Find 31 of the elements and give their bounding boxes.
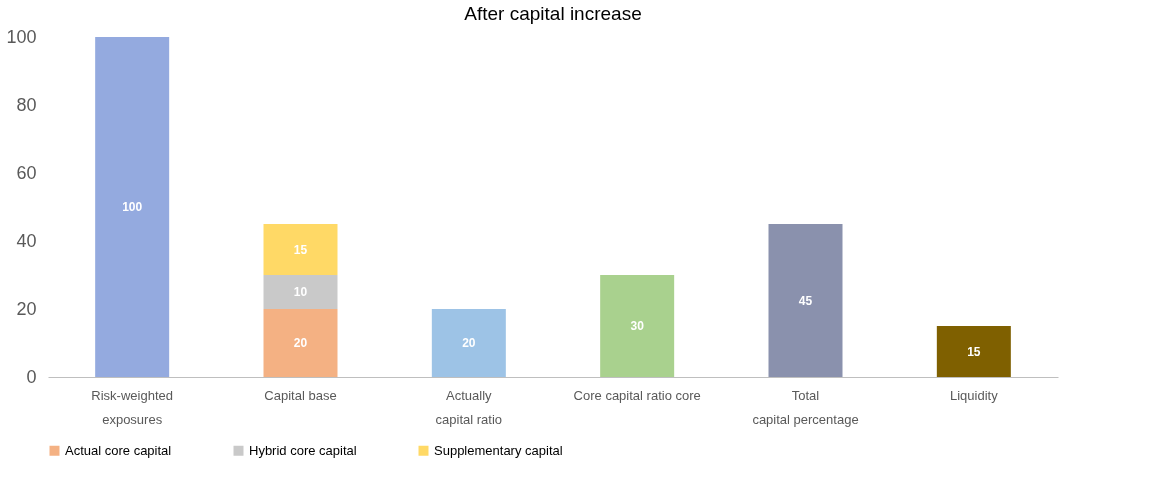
bar <box>263 224 338 275</box>
bar <box>768 224 843 377</box>
y-tick-label: 100 <box>6 26 37 47</box>
data-label: 45 <box>798 293 813 308</box>
bar <box>263 275 338 309</box>
x-tick-label: Capital base <box>264 387 337 403</box>
y-tick-label: 20 <box>16 298 37 319</box>
bar <box>431 309 506 377</box>
legend-label: Hybrid core capital <box>249 442 357 458</box>
bar <box>936 326 1011 377</box>
data-label: 20 <box>462 336 476 350</box>
data-label: 30 <box>630 319 645 333</box>
legend-label: Actual core capital <box>65 442 172 458</box>
data-label: 20 <box>293 336 308 350</box>
bar <box>600 275 675 377</box>
y-tick-label: 60 <box>16 162 37 183</box>
bar <box>263 309 338 377</box>
x-tick-label: Actually capital ratio <box>435 387 503 427</box>
x-tick-label: Core capital ratio core <box>573 387 701 403</box>
y-tick-label: 0 <box>26 366 37 387</box>
x-tick-label: Risk-weighted exposures <box>91 387 173 427</box>
x-tick-label: Liquidity <box>949 387 999 403</box>
data-label: 15 <box>967 344 981 359</box>
chart-title: After capital increase <box>464 3 642 24</box>
y-tick-label: 40 <box>16 230 37 251</box>
y-tick-label: 80 <box>16 94 37 115</box>
data-label: 15 <box>293 242 308 257</box>
x-tick-label: Total capital percentage <box>752 387 859 427</box>
bar <box>95 37 170 377</box>
legend-label: Supplementary capital <box>434 442 563 458</box>
data-label: 100 <box>122 200 143 214</box>
